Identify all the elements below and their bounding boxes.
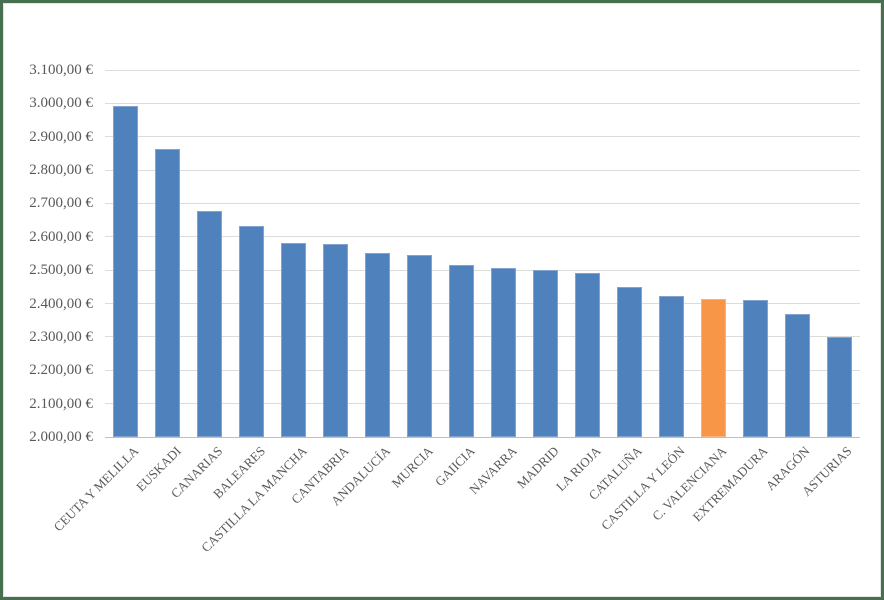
y-tick-label: 2.700,00 € [29,195,93,212]
y-tick-label: 2.600,00 € [29,228,93,245]
gridline [105,202,860,204]
bar-highlighted [700,298,726,437]
y-tick-label: 2.500,00 € [29,262,93,279]
y-tick-label: 2.300,00 € [29,328,93,345]
bar [826,336,852,437]
bar [449,265,475,437]
bar [574,273,600,437]
gridline [105,102,860,104]
y-tick-label: 2.900,00 € [29,128,93,145]
bar [742,299,768,437]
bar [490,267,516,437]
bar [323,244,349,437]
x-tick-label: EXTREMADURA [689,443,772,525]
x-tick-label: CEUTA Y MELILLA [50,443,142,535]
gridline [105,169,860,171]
y-tick-label: 2.100,00 € [29,395,93,412]
bar [239,226,265,437]
bar [113,106,139,437]
y-tick-label: 2.800,00 € [29,162,93,179]
bar [532,270,558,437]
y-tick-label: 3.000,00 € [29,95,93,112]
x-tick-label: C. VALENCIANA [648,443,730,524]
bar [616,286,642,437]
bar-chart: 2.000,00 € 2.100,00 € 2.200,00 € 2.300,00 €… [3,3,881,597]
bar [407,254,433,437]
y-tick-label: 2.400,00 € [29,295,93,312]
bar [784,314,810,437]
gridline [105,69,860,71]
y-tick-label: 2.200,00 € [29,362,93,379]
y-tick-label: 3.100,00 € [29,62,93,78]
bar [155,149,181,437]
y-tick-label: 2.000,00 € [29,429,93,445]
bar [365,253,391,437]
gridline [105,136,860,138]
x-tick-label: MURCIA [388,443,436,491]
bar [281,242,307,437]
bar [658,296,684,437]
bar [197,210,223,437]
